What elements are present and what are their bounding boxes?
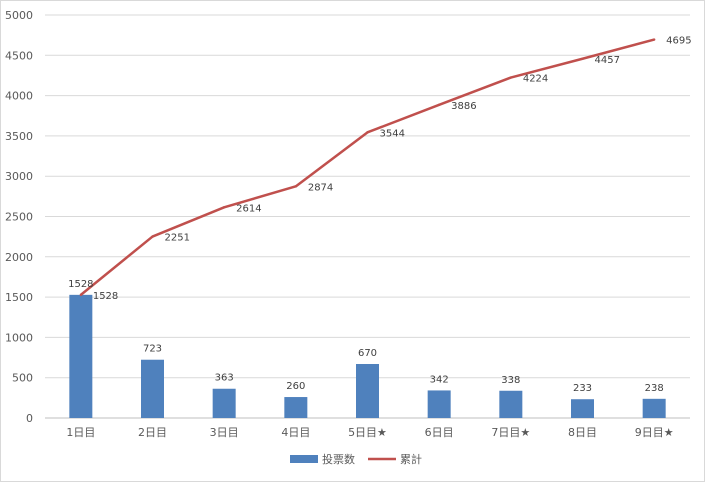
- line-data-label: 2874: [308, 182, 333, 193]
- line-point: [509, 76, 513, 79]
- line-data-label: 4457: [595, 55, 620, 66]
- bar: [642, 398, 666, 418]
- bar: [141, 359, 164, 418]
- line-point: [79, 293, 83, 297]
- y-tick-label: 2500: [5, 211, 33, 224]
- bar: [571, 399, 594, 418]
- y-tick-label: 1500: [5, 291, 33, 304]
- bar: [427, 390, 451, 418]
- line-point: [151, 235, 154, 238]
- line-point: [222, 206, 226, 209]
- y-tick-label: 0: [26, 412, 33, 425]
- y-tick-label: 4000: [5, 90, 33, 103]
- legend-bar-swatch: [290, 455, 318, 463]
- bar: [212, 388, 236, 418]
- bar-data-label: 338: [501, 375, 520, 386]
- y-tick-label: 5000: [5, 9, 33, 22]
- line-data-label: 3544: [380, 128, 405, 139]
- bar-data-label: 363: [215, 373, 234, 384]
- y-tick-label: 1000: [5, 331, 33, 344]
- bar-data-label: 233: [573, 383, 592, 394]
- x-tick-label: 9日目★: [635, 426, 674, 439]
- bar-data-label: 723: [143, 344, 162, 355]
- x-tick-label: 1日目: [66, 426, 95, 439]
- bar-data-label: 342: [430, 374, 449, 385]
- x-tick-label: 7日目★: [491, 426, 530, 439]
- bar: [69, 294, 93, 418]
- line-point: [366, 131, 369, 134]
- bar: [356, 363, 379, 418]
- y-tick-label: 2000: [5, 251, 33, 264]
- line-point: [294, 185, 298, 188]
- line-point: [581, 57, 584, 60]
- line-data-label: 3886: [451, 101, 476, 112]
- bar-data-label: 670: [358, 348, 377, 359]
- line-data-label: 4224: [523, 74, 548, 85]
- legend-bar-label: 投票数: [322, 452, 355, 466]
- y-tick-label: 500: [12, 372, 33, 385]
- line-data-label: 2614: [236, 203, 261, 214]
- y-tick-label: 4500: [5, 49, 33, 62]
- x-tick-label: 2日目: [138, 426, 167, 439]
- x-tick-label: 4日目: [281, 426, 310, 439]
- x-tick-label: 3日目: [210, 426, 239, 439]
- line-data-label: 2251: [165, 233, 190, 244]
- line-data-label: 1528: [93, 291, 118, 302]
- line-data-label: 4695: [666, 36, 691, 47]
- bar-data-label: 260: [286, 381, 305, 392]
- bar-data-label: 238: [645, 383, 664, 394]
- line-point: [437, 103, 441, 106]
- y-tick-label: 3000: [5, 170, 33, 183]
- bar: [284, 397, 308, 418]
- line-point: [652, 38, 656, 41]
- bar-data-label: 1528: [68, 279, 93, 290]
- bar: [499, 390, 523, 418]
- x-tick-label: 5日目★: [348, 426, 387, 439]
- y-tick-label: 3500: [5, 130, 33, 143]
- x-tick-label: 6日目: [425, 426, 454, 439]
- legend-line-label: 累計: [400, 452, 422, 466]
- x-tick-label: 8日目: [568, 426, 597, 439]
